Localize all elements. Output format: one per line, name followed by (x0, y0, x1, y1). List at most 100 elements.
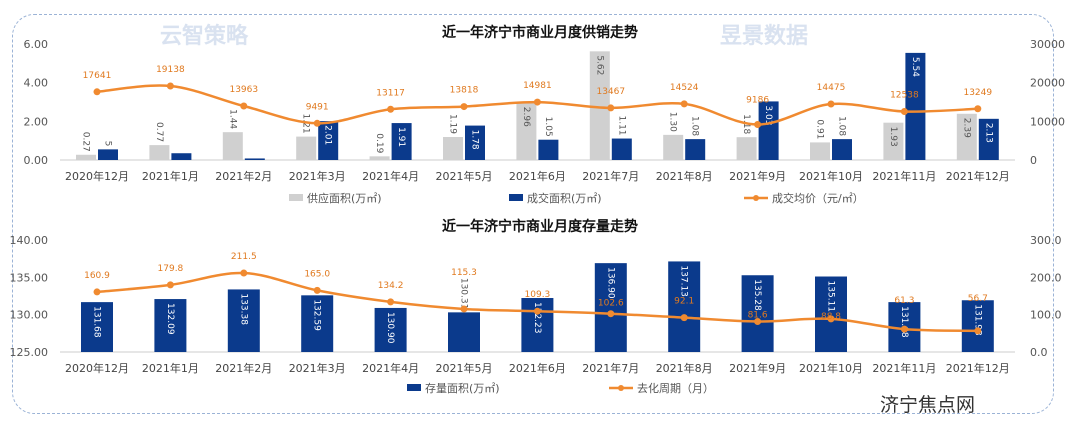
line-label: 13467 (596, 87, 625, 97)
bar-label: 136.90 (605, 267, 615, 299)
x-tick: 2021年6月 (509, 361, 566, 375)
line-label: 56.7 (968, 294, 988, 304)
bar-label: 131.68 (899, 306, 909, 338)
bar-label: 132.59 (312, 299, 322, 331)
line-point (754, 318, 762, 326)
bar-label: 1.08 (837, 116, 847, 136)
x-tick: 2021年7月 (582, 361, 639, 375)
line-point (166, 281, 174, 289)
bar (222, 132, 243, 160)
bar (443, 136, 463, 160)
line-point (387, 298, 395, 306)
x-tick: 2021年10月 (799, 361, 863, 375)
bar-label: 132.09 (165, 303, 175, 335)
x-tick: 2021年12月 (946, 169, 1010, 183)
bar-label: 3.03 (763, 105, 773, 125)
y-left-tick: 140.00 (10, 234, 49, 247)
legend-swatch (618, 385, 624, 391)
line-point (900, 108, 908, 116)
line-label: 13963 (229, 85, 258, 95)
bar-label: 1.05 (543, 117, 553, 137)
chart-frame (12, 14, 1054, 414)
legend-label: 成交面积(万㎡) (527, 191, 602, 205)
x-tick: 2021年7月 (582, 169, 639, 183)
watermark: 昱景数据 (720, 24, 809, 49)
bar-label: 1.93 (888, 127, 898, 147)
bar (961, 300, 994, 352)
y-right-tick: 0 (1030, 154, 1037, 167)
x-tick: 2021年11月 (872, 361, 936, 375)
line-label: 14524 (670, 83, 699, 93)
bar (905, 52, 926, 160)
line-point (313, 119, 321, 127)
bar (391, 123, 412, 160)
y-left-tick: 4.00 (24, 77, 49, 90)
x-tick: 2021年3月 (289, 169, 346, 183)
line-label: 9491 (306, 102, 329, 112)
line-point (974, 327, 982, 335)
bar-label: 135.28 (752, 279, 762, 311)
bar (98, 149, 118, 160)
legend-label: 去化周期（月） (637, 381, 714, 395)
line-label: 14981 (523, 81, 552, 91)
y-right-tick: 30000 (1030, 38, 1065, 51)
x-tick: 2021年3月 (289, 361, 346, 375)
bar (149, 145, 170, 160)
bar (318, 121, 339, 160)
legend-swatch (407, 384, 421, 391)
x-tick: 2021年2月 (215, 361, 272, 375)
bar-label: 135.11 (826, 281, 836, 313)
line-point (680, 100, 688, 108)
legend-swatch (509, 194, 523, 201)
bar-label: 2.96 (521, 107, 531, 127)
bar (154, 299, 187, 352)
legend-label: 成交均价（元/㎡） (772, 191, 864, 205)
bar-label: 137.13 (679, 265, 689, 297)
bar (594, 263, 627, 352)
line-point (900, 325, 908, 333)
line-point (93, 88, 101, 96)
bar-label: 0.91 (815, 119, 825, 139)
bar-label: 131.93 (972, 304, 982, 336)
y-right-tick: 10000 (1030, 115, 1065, 128)
line-label: 12538 (890, 91, 919, 101)
bar-label: 2.13 (983, 123, 993, 143)
line-label: 109.3 (525, 290, 551, 300)
y-left-tick: 135.00 (10, 271, 49, 284)
y-right-tick: 200.0 (1030, 271, 1062, 284)
line-label: 13249 (963, 88, 992, 98)
x-tick: 2021年12月 (946, 361, 1010, 375)
bar (538, 139, 559, 160)
line-point (313, 286, 321, 294)
bar-label: 0.77 (154, 122, 164, 142)
bar (611, 138, 632, 160)
line-point (754, 120, 762, 128)
bar-label: 1.91 (396, 127, 406, 147)
bar-label: 130.90 (385, 312, 395, 344)
y-left-tick: 0.00 (24, 154, 49, 167)
bar-label: 1.78 (470, 130, 480, 150)
y-right-tick: 0.0 (1030, 346, 1048, 359)
bar (244, 158, 265, 160)
x-tick: 2021年11月 (872, 169, 936, 183)
y-left-tick: 2.00 (24, 115, 49, 128)
x-tick: 2021年4月 (362, 169, 419, 183)
bar-label: 130.31 (459, 278, 469, 310)
bar-label: 2.01 (323, 125, 333, 145)
bar-label: 132.23 (532, 302, 542, 334)
line-point (607, 310, 615, 318)
line-point (533, 98, 541, 106)
bar-label: 133.38 (238, 293, 248, 325)
bar-label: 0.27 (81, 132, 91, 152)
bar (171, 153, 192, 160)
x-tick: 2021年6月 (509, 169, 566, 183)
bar-label: 5 (103, 141, 113, 147)
legend-swatch (289, 194, 303, 201)
line-label: 88.8 (821, 312, 841, 322)
bar-label: 1.30 (668, 112, 678, 132)
line-label: 160.9 (84, 271, 110, 281)
bar (516, 102, 537, 160)
bar-label: 2.39 (961, 118, 971, 138)
